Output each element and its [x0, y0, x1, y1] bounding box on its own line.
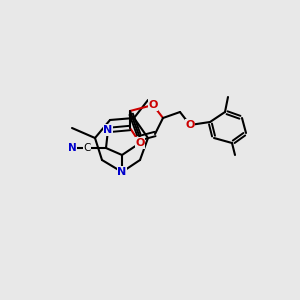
Text: O: O — [135, 138, 145, 148]
Text: O: O — [148, 100, 158, 110]
Text: N: N — [117, 167, 127, 177]
Text: N: N — [103, 125, 112, 135]
Text: C: C — [83, 143, 91, 153]
Text: O: O — [185, 120, 195, 130]
Text: N: N — [68, 143, 76, 153]
